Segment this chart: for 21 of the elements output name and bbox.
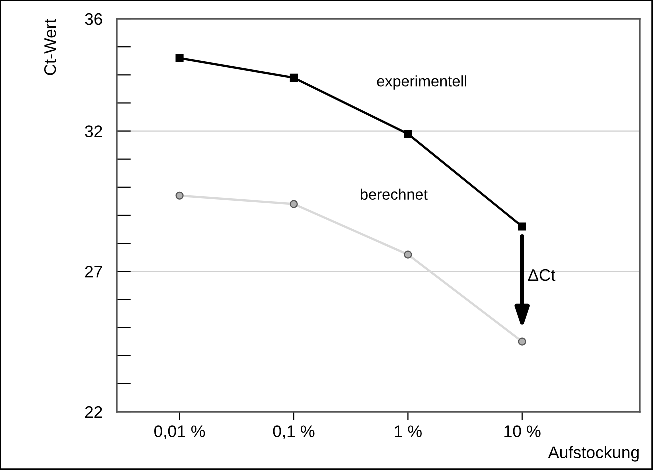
x-axis-title: Aufstockung [548,446,639,462]
point [290,200,298,208]
text: berechnet [361,188,428,200]
y-tick-label: 27 [85,266,102,278]
point [518,338,526,346]
point [404,130,412,138]
point [290,74,298,82]
point [404,250,412,259]
point [518,222,526,231]
y-axis-title: Ct-Wert [44,19,56,76]
x-tick-label: 0,01 % [154,426,206,440]
series-label: experimentell [377,76,466,90]
point [176,192,184,200]
annotation: ΔCt [528,269,556,282]
point [176,54,184,62]
x-tick-label: 10 % [504,426,541,438]
y-tick-label: 36 [85,13,102,26]
y-tick-label: 22 [85,406,102,418]
x-tick-label: 0,1 % [273,426,315,440]
x-tick-label: 1 % [395,426,422,438]
y-tick-label: 32 [85,126,102,138]
